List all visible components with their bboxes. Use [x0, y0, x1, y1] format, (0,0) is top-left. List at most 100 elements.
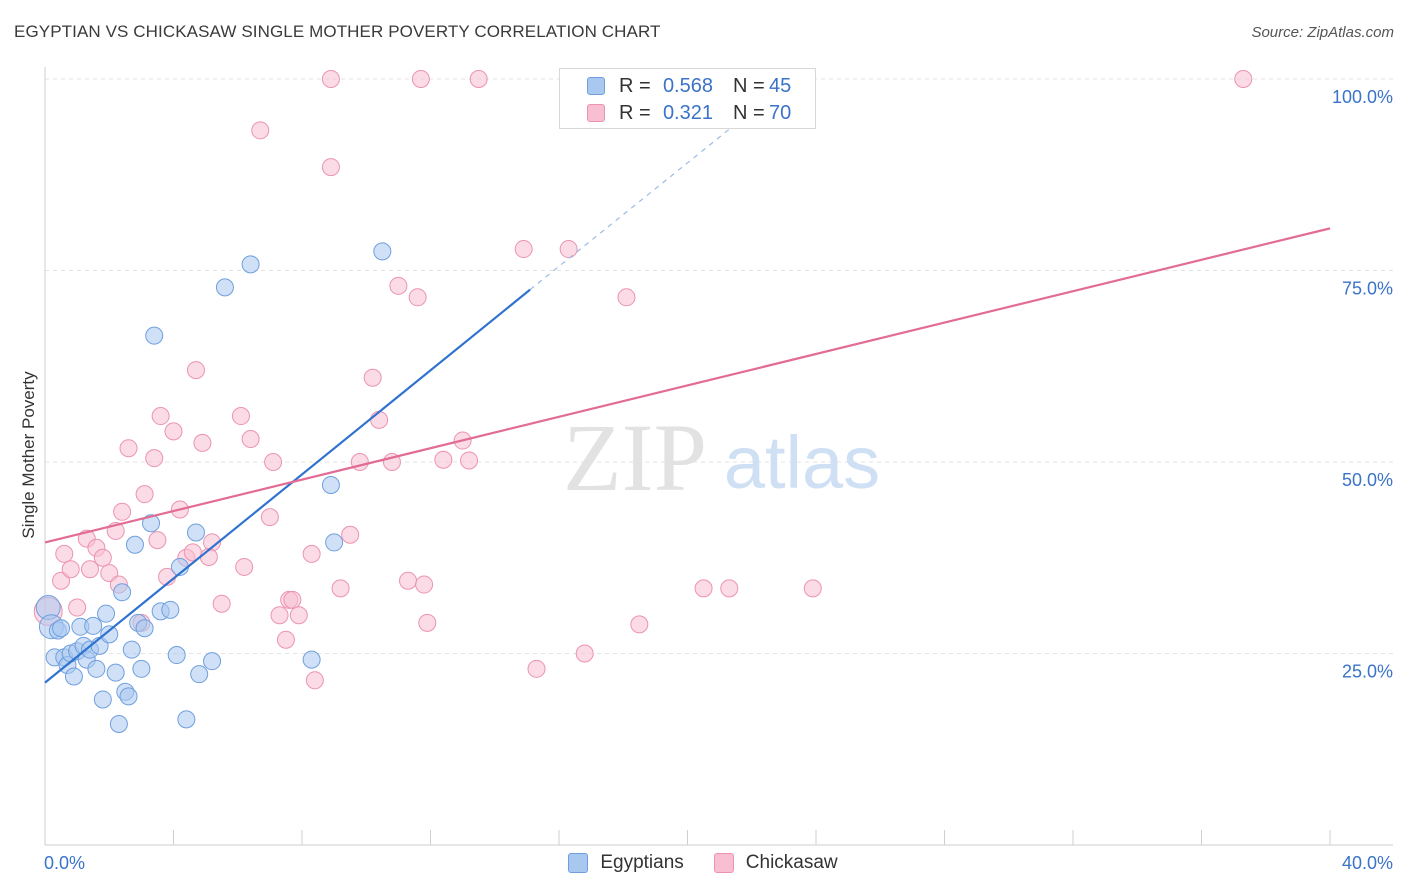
legend-swatch-chickasaw [587, 104, 605, 122]
chickasaw-point [100, 564, 119, 583]
egyptians-trend-line [44, 288, 531, 684]
egyptians-point [321, 475, 340, 494]
chickasaw-point [331, 579, 350, 598]
egyptians-point [100, 625, 119, 644]
legend-r-value: 0.568 [662, 74, 713, 97]
chickasaw-point [264, 453, 283, 471]
chickasaw-point [434, 450, 453, 469]
legend-n-label: N = [733, 74, 765, 97]
chickasaw-point [235, 557, 254, 576]
y-tick-label: 75.0% [1342, 279, 1393, 299]
chickasaw-point [148, 531, 167, 550]
legend-n-value: 45 [769, 74, 792, 97]
chickasaw-point [460, 451, 479, 470]
legend-r-value: 0.321 [662, 101, 713, 124]
chickasaw-point [305, 671, 324, 690]
chickasaw-point [80, 560, 99, 579]
series-legend-egyptians[interactable]: Egyptians [568, 852, 684, 874]
legend-r-label: R = [619, 101, 651, 124]
chickasaw-points [33, 70, 1253, 690]
egyptians-point [125, 535, 144, 554]
trend-lines [44, 77, 1331, 684]
egyptians-point [142, 514, 161, 533]
egyptians-point [109, 714, 128, 733]
egyptians-point [122, 640, 141, 659]
egyptians-point [161, 600, 180, 619]
chickasaw-point [1234, 70, 1253, 88]
chart-title: EGYPTIAN VS CHICKASAW SINGLE MOTHER POVE… [14, 22, 661, 41]
egyptians-point [167, 646, 186, 665]
chickasaw-point [694, 579, 713, 598]
egyptians-point [203, 652, 222, 671]
egyptians-point [93, 690, 112, 709]
chickasaw-point [212, 594, 231, 613]
chickasaw-point [389, 276, 408, 295]
egyptians-point [241, 255, 260, 274]
egyptians-point [119, 687, 138, 706]
egyptians-point [215, 278, 234, 297]
chickasaw-point [151, 407, 170, 426]
chickasaw-point [370, 410, 389, 429]
chickasaw-point [251, 121, 270, 140]
chickasaw-point [341, 525, 360, 544]
chickasaw-point [469, 70, 488, 88]
chickasaw-point [630, 615, 649, 634]
chickasaw-point [283, 590, 302, 609]
chickasaw-point [61, 560, 80, 579]
chickasaw-point [559, 240, 578, 259]
chickasaw-point [302, 544, 321, 563]
egyptians-point [135, 619, 154, 638]
chickasaw-point [55, 544, 74, 563]
chickasaw-point [803, 579, 822, 598]
chickasaw-point [193, 433, 212, 452]
chickasaw-point [186, 361, 205, 380]
series-legend: Egyptians Chickasaw [0, 852, 1406, 874]
chickasaw-point [411, 70, 430, 88]
egyptians-point [177, 710, 196, 729]
egyptians-point [373, 242, 392, 261]
egyptians-point [52, 619, 71, 638]
egyptians-point [64, 667, 83, 686]
egyptians-point [325, 533, 344, 552]
legend-row-egyptians: R = 0.568 N = 45 [560, 73, 791, 99]
egyptians-point [87, 659, 106, 678]
chickasaw-point [321, 158, 340, 177]
chickasaw-point [231, 407, 250, 426]
chickasaw-trend-line [44, 227, 1331, 544]
watermark-atlas: atlas [724, 421, 880, 504]
legend: R = 0.568 N = 45 R = 0.321 N = 70 [559, 68, 816, 129]
chickasaw-point [527, 659, 546, 678]
axis-labels: 25.0% 50.0% 75.0% 100.0% 0.0% 40.0% Single Mot… [19, 87, 1393, 873]
chickasaw-point [68, 598, 87, 617]
egyptians-point [84, 616, 103, 635]
y-tick-label: 50.0% [1342, 470, 1393, 490]
series-legend-chickasaw[interactable]: Chickasaw [713, 852, 838, 874]
series-label-egyptians: Egyptians [600, 852, 684, 873]
series-label-chickasaw: Chickasaw [745, 852, 838, 873]
chickasaw-point [113, 502, 132, 521]
watermark: ZIP atlas [563, 404, 880, 511]
legend-n-value: 70 [769, 101, 792, 124]
chickasaw-point [363, 368, 382, 387]
chickasaw-point [408, 288, 427, 307]
chickasaw-point [276, 630, 295, 649]
chickasaw-point [164, 422, 183, 441]
chickasaw-point [575, 644, 594, 663]
source-label: Source: ZipAtlas.com [1251, 24, 1394, 41]
egyptians-point [190, 665, 209, 684]
egyptians-point [113, 583, 132, 602]
egyptians-points [35, 242, 392, 733]
series-swatch-chickasaw [713, 853, 734, 873]
egyptians-point [186, 523, 205, 542]
series-swatch-egyptians [568, 853, 589, 873]
egyptians-point [97, 604, 116, 623]
chickasaw-point [720, 579, 739, 598]
chickasaw-point [145, 449, 164, 468]
chickasaw-point [52, 571, 71, 590]
chickasaw-point [241, 430, 260, 449]
chickasaw-point [260, 508, 279, 527]
legend-row-chickasaw: R = 0.321 N = 70 [560, 100, 791, 126]
chickasaw-point [418, 613, 437, 632]
x-tick-label-max: 40.0% [1342, 853, 1393, 873]
